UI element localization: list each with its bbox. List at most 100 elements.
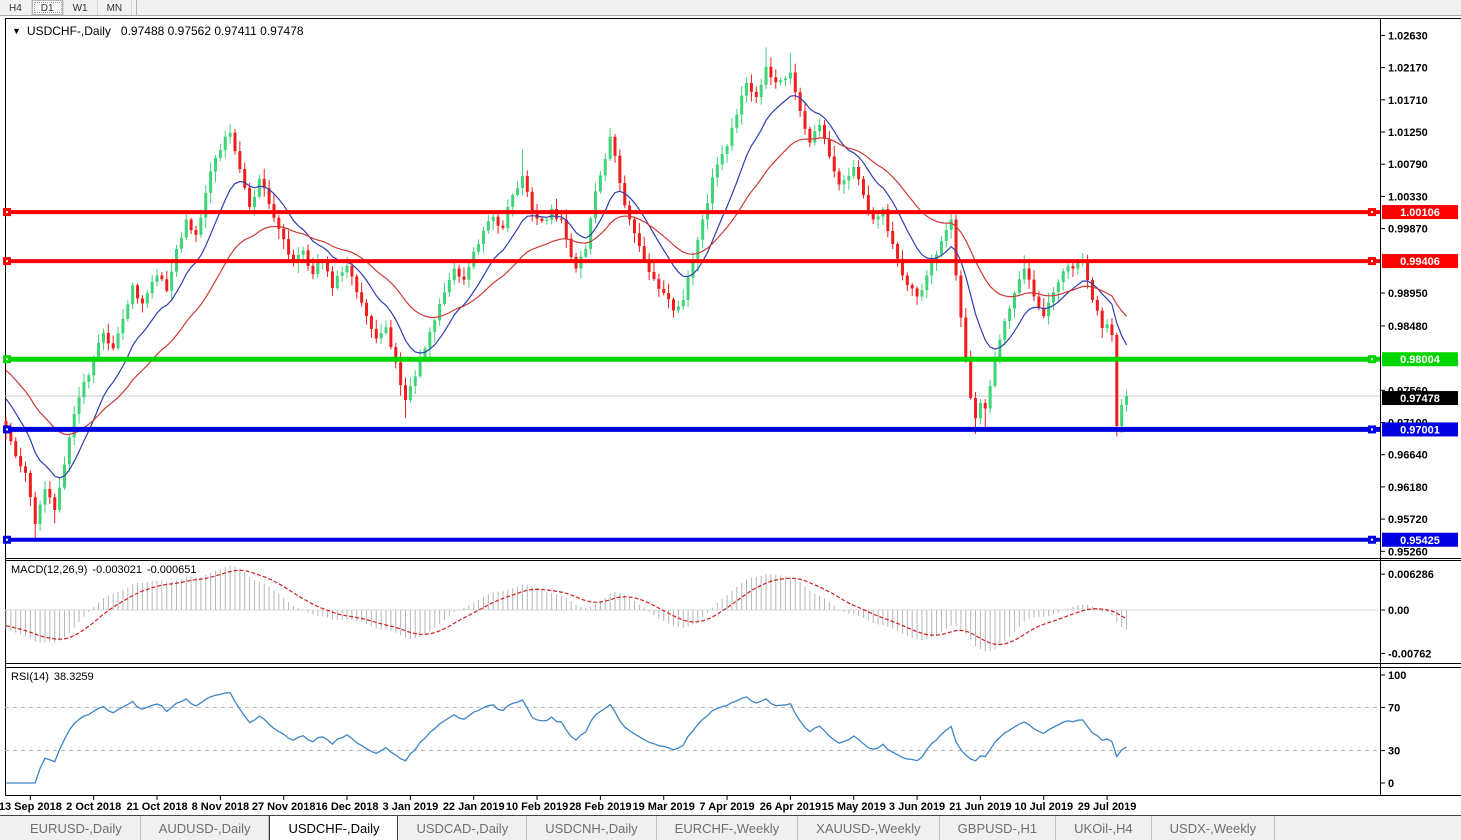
symbol-dropdown-icon[interactable]: ▼: [12, 26, 21, 36]
candle-body: [330, 271, 334, 289]
candle-body: [389, 327, 393, 348]
candle-body: [754, 91, 758, 97]
candle-body: [564, 219, 568, 239]
candle-body: [218, 149, 222, 158]
candle-body: [613, 136, 617, 156]
candle-body: [701, 219, 705, 240]
candle-body: [954, 219, 958, 276]
candle-body: [793, 72, 797, 93]
candle-body: [525, 176, 529, 192]
candle-body: [136, 285, 140, 299]
candle-body: [126, 304, 130, 319]
candle-body: [827, 138, 831, 157]
timeframe-button-mn[interactable]: MN: [98, 0, 133, 15]
macd-signal-line: [5, 569, 1127, 646]
candle-body: [433, 320, 437, 332]
level-price-tag-text: 0.95425: [1400, 535, 1440, 547]
rsi-scale-label: 70: [1388, 702, 1400, 714]
candle-body: [676, 306, 680, 311]
level-price-tag-text: 1.00106: [1400, 207, 1440, 219]
candle-body: [920, 290, 924, 297]
candle-body: [204, 192, 208, 218]
candle-body: [194, 230, 198, 235]
candle-body: [301, 250, 305, 255]
candle-body: [691, 261, 695, 278]
candle-body: [92, 359, 96, 376]
current-price-tag-bg: [1382, 391, 1458, 406]
symbol-tab-gbpusd-h1[interactable]: GBPUSD-,H1: [940, 816, 1057, 840]
horizontal-level-line-0.97001[interactable]: [3, 425, 1380, 434]
level-line-handle-dot: [6, 428, 8, 431]
candle-body: [1061, 271, 1065, 283]
date-axis-label: 22 Jan 2019: [443, 801, 505, 813]
candle-body: [369, 316, 373, 329]
symbol-tab-ukoil-h4[interactable]: UKOil-,H4: [1056, 816, 1152, 840]
candle-body: [871, 212, 875, 220]
candles-series: [4, 47, 1129, 541]
candle-body: [477, 243, 481, 252]
candle-body: [1066, 266, 1070, 272]
price-axis: 1.02630 1.02170 1.01710 1.01250 1.00790 1.003…: [1380, 30, 1434, 790]
symbol-tab-usdchf-daily[interactable]: USDCHF-,Daily: [269, 816, 399, 840]
candle-body: [14, 441, 18, 457]
candle-body: [160, 275, 164, 280]
candle-body: [993, 359, 997, 386]
price-axis-label: 0.95720: [1388, 514, 1428, 526]
candle-body: [1008, 308, 1012, 321]
candle-body: [905, 275, 909, 286]
timeframe-button-h4[interactable]: H4: [0, 0, 32, 15]
level-price-tag-bg: [1382, 422, 1458, 437]
date-axis-label: 19 Mar 2019: [633, 801, 695, 813]
symbol-tab-usdx-weekly[interactable]: USDX-,Weekly: [1152, 816, 1276, 840]
candle-body: [233, 132, 237, 152]
candle-body: [710, 177, 714, 204]
candle-body: [662, 288, 666, 293]
timeframe-button-d1[interactable]: D1: [31, 0, 64, 15]
candle-body: [935, 254, 939, 263]
candle-body: [652, 272, 656, 280]
candle-body: [1110, 324, 1114, 335]
price-axis-label: 0.98480: [1388, 321, 1428, 333]
symbol-tab-usdcnh-daily[interactable]: USDCNH-,Daily: [527, 816, 657, 840]
symbol-tab-xauusd-weekly[interactable]: XAUUSD-,Weekly: [798, 816, 940, 840]
horizontal-level-line-0.95425[interactable]: [3, 535, 1380, 544]
date-axis-label: 21 Jun 2019: [949, 801, 1011, 813]
candle-body: [408, 386, 412, 401]
level-price-tag: 0.99406: [1382, 254, 1458, 269]
candle-body: [228, 132, 232, 137]
horizontal-level-line-1.00106[interactable]: [3, 208, 1380, 217]
horizontal-level-line-0.99406[interactable]: [3, 257, 1380, 266]
candle-body: [38, 504, 42, 524]
candle-body: [418, 358, 422, 377]
candle-body: [925, 275, 929, 291]
candle-body: [101, 332, 105, 343]
price-axis-label: 1.00330: [1388, 191, 1428, 203]
candle-body: [798, 92, 802, 111]
candle-body: [671, 299, 675, 311]
candle-body: [19, 456, 23, 467]
candle-body: [340, 272, 344, 276]
level-price-tag-bg: [1382, 352, 1458, 367]
symbol-tab-eurusd-daily[interactable]: EURUSD-,Daily: [12, 816, 141, 840]
candle-body: [209, 171, 213, 193]
timeframe-button-w1[interactable]: W1: [64, 0, 98, 15]
candle-body: [291, 254, 295, 263]
candle-body: [326, 261, 330, 272]
candle-body: [969, 359, 973, 398]
candle-body: [1105, 324, 1109, 328]
candle-body: [520, 176, 524, 189]
candle-body: [189, 219, 193, 231]
candle-body: [496, 216, 500, 226]
symbol-tab-usdcad-daily[interactable]: USDCAD-,Daily: [398, 816, 528, 840]
symbol-tab-audusd-daily[interactable]: AUDUSD-,Daily: [141, 816, 270, 840]
candle-body: [784, 78, 788, 81]
symbol-tab-eurchf-weekly[interactable]: EURCHF-,Weekly: [657, 816, 799, 840]
macd-name: MACD(12,26,9): [11, 564, 88, 576]
horizontal-level-line-0.98004[interactable]: [3, 355, 1380, 364]
candle-body: [486, 221, 490, 231]
macd-scale-label: 0.006286: [1388, 569, 1434, 581]
candle-body: [428, 331, 432, 349]
candle-body: [1071, 266, 1075, 269]
candle-body: [735, 114, 739, 128]
